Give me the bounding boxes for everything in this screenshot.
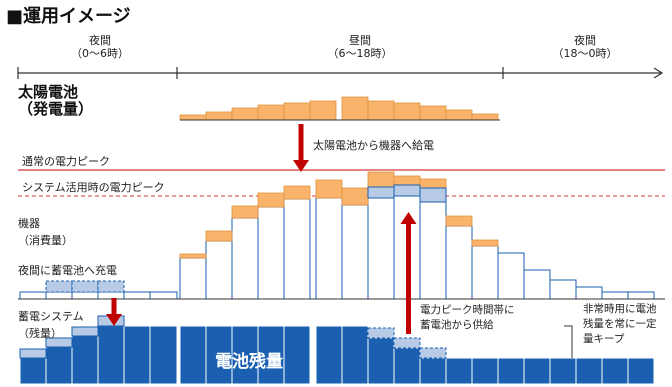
- period-day: 昼間 （6〜18時）: [300, 34, 420, 60]
- peak-supply-annotation: 電力ピーク時間帯に 蓄電池から供給: [420, 303, 515, 333]
- solar-to-device-arrow: [293, 124, 309, 172]
- emergency-annotation: 非常時用に電池 残量を常に一定 量キープ: [583, 302, 657, 347]
- peak-supply-arrow: [400, 212, 417, 334]
- period-name: 昼間: [349, 34, 371, 47]
- device-bars: [19, 171, 655, 300]
- timeline: [17, 67, 664, 79]
- storage-bars: [19, 315, 655, 385]
- annotation-line: 非常時用に電池: [583, 303, 657, 315]
- night-charge-label: 夜間に蓄電池へ充電: [18, 264, 117, 277]
- solar-bars: [179, 96, 499, 121]
- system-peak-label: システム活用時の電力ピーク: [22, 181, 165, 194]
- period-range: （0〜6時）: [71, 47, 129, 60]
- annotation-line: 量キープ: [583, 333, 625, 345]
- period-range: （18〜0時）: [552, 47, 618, 60]
- solar-label: 太陽電池: [18, 83, 79, 101]
- battery-remaining-label: 電池残量: [215, 352, 283, 372]
- annotation-line: 電力ピーク時間帯に: [420, 304, 515, 316]
- device-label: 機器: [18, 217, 40, 230]
- period-night-early: 夜間 （0〜6時）: [60, 34, 140, 60]
- solar-to-device-annotation: 太陽電池から機器へ給電: [313, 139, 434, 152]
- storage-sublabel: （残量）: [18, 327, 62, 340]
- normal-peak-label: 通常の電力ピーク: [22, 155, 110, 168]
- annotation-line: 蓄電池から供給: [420, 319, 494, 331]
- reserve-bracket: [564, 325, 573, 358]
- period-name: 夜間: [89, 34, 111, 47]
- period-night-late: 夜間 （18〜0時）: [540, 34, 630, 60]
- period-name: 夜間: [574, 34, 596, 47]
- annotation-line: 残量を常に一定: [583, 318, 657, 330]
- period-range: （6〜18時）: [327, 47, 393, 60]
- page-title: ■運用イメージ: [6, 6, 131, 27]
- device-sublabel: （消費量）: [18, 234, 73, 247]
- storage-label: 蓄電システム: [18, 310, 84, 323]
- night-charge-arrow: [106, 298, 122, 326]
- solar-sublabel: （発電量）: [18, 100, 94, 118]
